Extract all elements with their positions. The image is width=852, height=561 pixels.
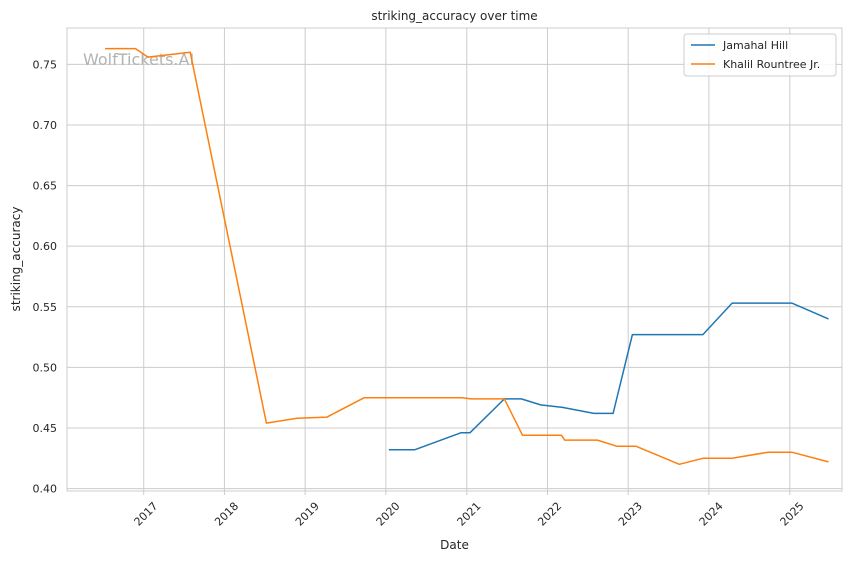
chart-title: striking_accuracy over time [371,9,537,23]
y-tick-label-0.45: 0.45 [33,422,58,435]
legend-label-khalil-rountree-jr: Khalil Rountree Jr. [723,58,820,71]
y-tick-label-0.70: 0.70 [33,119,58,132]
y-axis-ticks: 0.40 0.45 0.50 0.55 0.60 0.65 0.70 0.75 [33,58,58,495]
series-line-jamahal-hill [388,302,829,451]
y-tick-label-0.40: 0.40 [33,483,58,496]
legend-box [683,33,837,77]
plot-area [67,28,842,491]
y-tick-label-0.75: 0.75 [33,58,58,71]
y-tick-label-0.60: 0.60 [33,240,58,253]
y-tick-label-0.55: 0.55 [33,301,58,314]
watermark-text: WolfTickets.AI [83,50,194,69]
y-axis-title: striking_accuracy [9,207,23,312]
x-axis-title: Date [440,538,469,552]
legend-label-jamahal-hill: Jamahal Hill [722,39,788,52]
grid [67,28,842,491]
series-line-khalil-rountree-jr [105,47,829,466]
series-lines [105,47,829,466]
plot-frame [66,27,843,492]
legend: Jamahal Hill Khalil Rountree Jr. [683,33,837,77]
y-tick-label-0.65: 0.65 [33,180,58,193]
y-tick-label-0.50: 0.50 [33,361,58,374]
